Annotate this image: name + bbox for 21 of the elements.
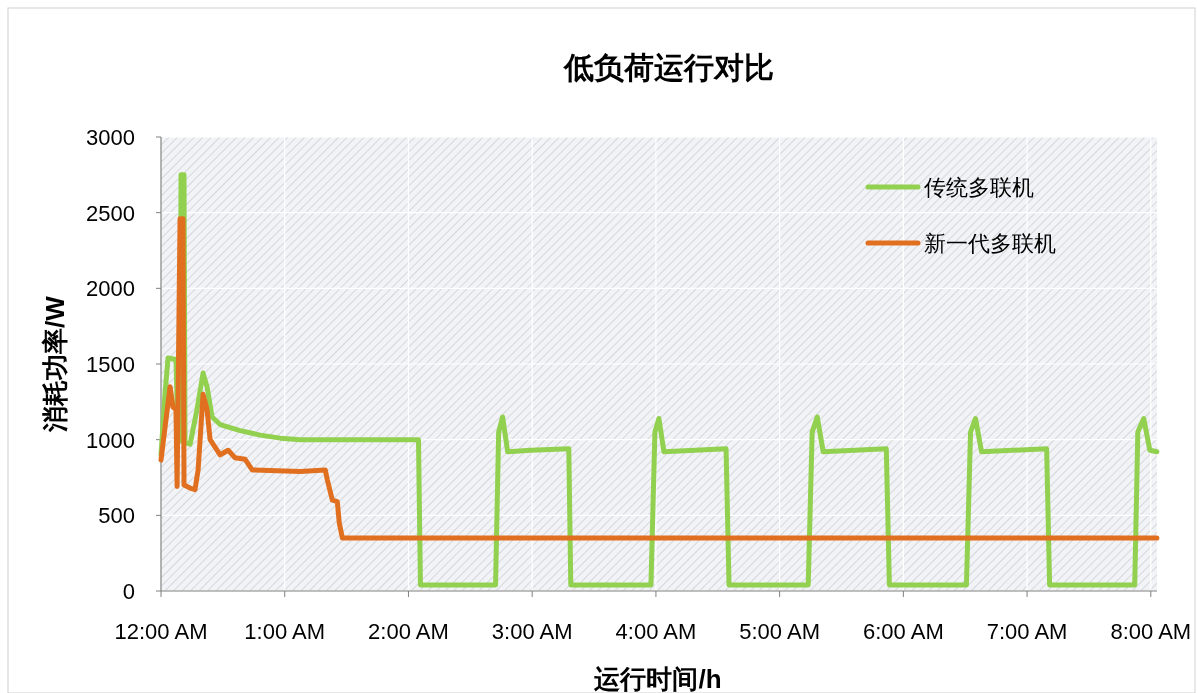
x-tick-label: 5:00 AM bbox=[739, 619, 820, 644]
y-tick-label: 0 bbox=[122, 579, 135, 604]
y-tick-label: 500 bbox=[98, 503, 135, 529]
x-tick-label: 6:00 AM bbox=[863, 619, 944, 644]
legend-label: 新一代多联机 bbox=[924, 231, 1056, 256]
y-tick-label: 1000 bbox=[86, 427, 135, 453]
x-tick-label: 7:00 AM bbox=[986, 619, 1068, 644]
x-tick-label: 4:00 AM bbox=[615, 619, 697, 644]
x-tick-label: 3:00 AM bbox=[491, 619, 573, 644]
y-tick-label: 2000 bbox=[86, 276, 135, 302]
x-tick-label: 2:00 AM bbox=[368, 619, 449, 644]
x-tick-label: 12:00 AM bbox=[114, 619, 208, 644]
chart-title: 低负荷运行对比 bbox=[563, 51, 774, 84]
y-tick-label: 3000 bbox=[86, 125, 135, 150]
x-axis-title: 运行时间/h bbox=[593, 664, 722, 693]
x-tick-label: 8:00 AM bbox=[1110, 619, 1192, 644]
y-axis-title: 消耗功率/W bbox=[40, 295, 70, 433]
y-tick-label: 1500 bbox=[86, 352, 135, 377]
y-tick-label: 2500 bbox=[86, 200, 135, 226]
legend-label: 传统多联机 bbox=[924, 175, 1034, 200]
x-tick-label: 1:00 AM bbox=[244, 619, 326, 644]
